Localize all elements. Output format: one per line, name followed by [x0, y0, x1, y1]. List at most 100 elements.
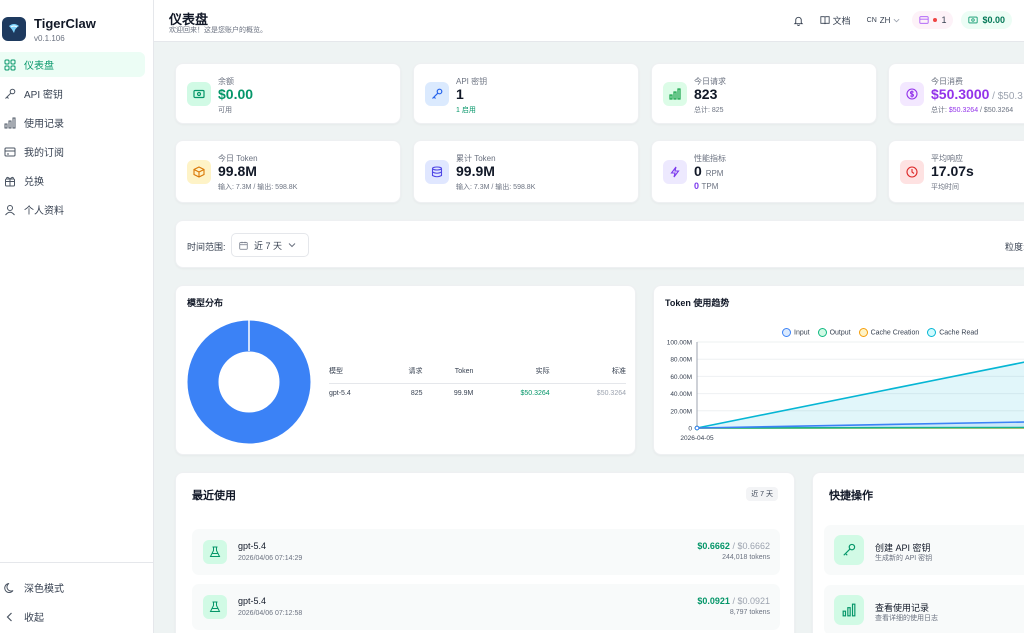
- model-distribution-card: 模型分布 模型 请求 Token 实际 标准 gpt-5.4 825 99.9M…: [175, 285, 636, 455]
- bar-chart-icon: [663, 82, 687, 106]
- cell-model: gpt-5.4: [329, 390, 351, 397]
- collapse-label: 收起: [24, 613, 44, 624]
- stat-value: $0.00: [218, 86, 254, 102]
- model-donut-chart: [187, 320, 311, 444]
- sidebar-item-label: API 密钥: [24, 90, 63, 101]
- table-row: gpt-5.4 825 99.9M $50.3264 $50.3264: [329, 384, 626, 402]
- token-trend-chart: 0 20.00M 40.00M 60.00M 80.00M 100.00M 2026-04-…: [667, 340, 1024, 442]
- time-range-value: 近 7 天: [254, 240, 283, 251]
- recent-range-badge: 近 7 天: [746, 487, 778, 501]
- logo: [2, 17, 26, 41]
- stat-card-api-keys: API 密钥 1 1 启用: [413, 63, 639, 124]
- rpm-unit: RPM: [705, 169, 724, 178]
- cost-total-label: 总计:: [931, 107, 949, 114]
- bar-chart-icon: [834, 595, 864, 625]
- sidebar-nav: 仪表盘 API 密钥 使用记录 我的订阅 兑换 个人资料: [0, 52, 153, 222]
- recent-model: gpt-5.4: [238, 541, 267, 551]
- notifications-button[interactable]: [789, 13, 808, 28]
- legend-item[interactable]: Cache Creation: [858, 328, 920, 337]
- legend-item[interactable]: Cache Read: [927, 328, 978, 337]
- recent-cost: $0.0921 / $0.0921: [697, 596, 770, 606]
- y-tick-label: 40.00M: [670, 391, 692, 398]
- legend-label: Cache Read: [939, 329, 979, 337]
- bolt-icon: [663, 160, 687, 184]
- stat-card-avg-response: 平均响应 17.07s 平均时间: [888, 140, 1024, 203]
- sidebar-item-redeem[interactable]: 兑换: [0, 168, 145, 193]
- bell-icon: [793, 16, 803, 26]
- sidebar-item-api-keys[interactable]: API 密钥: [0, 81, 145, 106]
- stat-sub: 平均时间: [931, 184, 959, 191]
- docs-link[interactable]: 文档: [816, 12, 855, 29]
- stat-sub: 总计: $50.3264 / $50.3264: [931, 105, 1013, 115]
- quick-action-title: 创建 API 密钥: [875, 543, 931, 553]
- gift-icon: [5, 176, 15, 186]
- flag-icon: CN: [866, 16, 877, 24]
- cell-actual: $50.3264: [520, 390, 550, 397]
- legend-item[interactable]: Output: [817, 328, 851, 337]
- legend-label: Cache Creation: [870, 329, 920, 337]
- subscription-badge[interactable]: 1: [912, 11, 954, 29]
- wallet-icon: [968, 16, 979, 24]
- top-header: 仪表盘 欢迎回来！这是您账户的概览。 文档 CN ZH 1 $0.00: [154, 0, 1024, 42]
- stat-card-balance: 余额 $0.00 可用: [175, 63, 401, 124]
- stat-sub: 输入: 7.3M / 输出: 598.8K: [456, 184, 536, 191]
- dark-mode-toggle[interactable]: 深色模式: [0, 575, 146, 600]
- flask-icon: [203, 540, 227, 564]
- sidebar-item-subscriptions[interactable]: 我的订阅: [0, 139, 145, 164]
- recent-tokens: 8,797 tokens: [729, 609, 770, 616]
- stat-card-today-tokens: 今日 Token 99.8M 输入: 7.3M / 输出: 598.8K: [175, 140, 401, 203]
- col-standard: 标准: [549, 366, 626, 384]
- collapse-sidebar-button[interactable]: 收起: [0, 604, 146, 629]
- card-icon: [919, 16, 930, 24]
- language-selector[interactable]: CN ZH: [863, 14, 905, 27]
- stat-label: 今日消费: [931, 77, 963, 86]
- time-range-select[interactable]: 近 7 天: [231, 233, 309, 257]
- docs-label: 文档: [832, 15, 851, 26]
- chevron-left-icon: [6, 612, 12, 621]
- token-trend-card: Token 使用趋势 Input Output Cache Creation C…: [653, 285, 1024, 455]
- stat-sub: 1 启用: [456, 107, 476, 114]
- key-icon: [425, 82, 449, 106]
- series-line-output: [696, 426, 1024, 429]
- create-api-key-action[interactable]: 创建 API 密钥 生成新的 API 密钥: [824, 525, 1024, 575]
- model-table: 模型 请求 Token 实际 标准 gpt-5.4 825 99.9M $50.…: [329, 366, 626, 401]
- wallet-icon: [187, 82, 211, 106]
- status-dot: [933, 18, 938, 22]
- recent-cost-standard: / $0.0921: [729, 596, 770, 606]
- rpm-value: 0: [694, 163, 702, 179]
- table-header-row: 模型 请求 Token 实际 标准: [329, 366, 626, 384]
- list-item[interactable]: gpt-5.4 2026/04/06 07:14:29 $0.6662 / $0…: [192, 529, 780, 575]
- recent-time: 2026/04/06 07:12:58: [238, 610, 303, 617]
- calendar-icon: [239, 241, 248, 250]
- col-actual: 实际: [473, 366, 550, 384]
- page-title: 仪表盘: [169, 12, 209, 27]
- recent-time: 2026/04/06 07:14:29: [238, 555, 303, 562]
- recent-cost-standard: / $0.6662: [729, 541, 770, 551]
- stat-value: $50.3000 / $50.3: [931, 86, 1023, 102]
- clock-icon: [900, 160, 924, 184]
- data-point: [694, 425, 700, 431]
- cell-requests: 825: [410, 390, 423, 397]
- subscription-count: 1: [941, 15, 947, 25]
- list-item[interactable]: gpt-5.4 2026/04/06 07:12:58 $0.0921 / $0…: [192, 584, 780, 630]
- view-usage-action[interactable]: 查看使用记录 查看详细的使用日志: [824, 585, 1024, 633]
- stat-value: 99.8M: [218, 163, 257, 179]
- sidebar-item-profile[interactable]: 个人资料: [0, 197, 145, 222]
- book-icon: [820, 16, 830, 25]
- stat-value: 0 RPM: [694, 163, 723, 179]
- recent-model: gpt-5.4: [238, 596, 267, 606]
- stat-sub: 可用: [218, 107, 232, 114]
- legend-item[interactable]: Input: [782, 328, 810, 337]
- legend-label: Input: [794, 329, 810, 337]
- sidebar-item-usage[interactable]: 使用记录: [0, 110, 145, 135]
- x-tick-label: 2026-04-05: [680, 435, 714, 442]
- cube-icon: [187, 160, 211, 184]
- cost-total-standard: / $50.3264: [978, 107, 1014, 114]
- balance-badge[interactable]: $0.00: [961, 11, 1012, 29]
- token-trend-title: Token 使用趋势: [665, 298, 730, 308]
- stat-label: 今日 Token: [218, 154, 258, 163]
- tpm-unit: TPM: [701, 182, 719, 191]
- cost-standard: / $50.3: [989, 91, 1023, 102]
- stat-value: 1: [456, 86, 464, 102]
- sidebar-item-dashboard[interactable]: 仪表盘: [0, 52, 145, 77]
